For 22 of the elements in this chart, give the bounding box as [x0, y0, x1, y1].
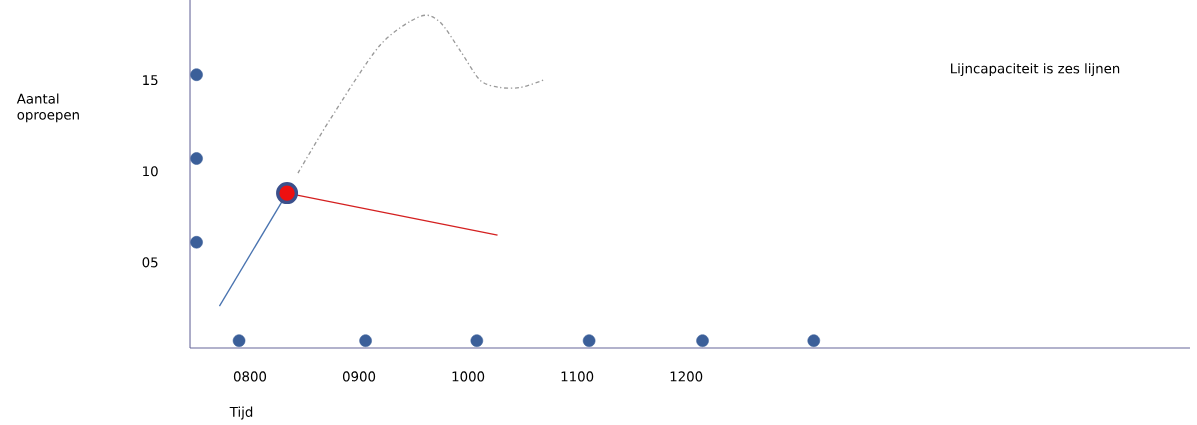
point: [232, 334, 246, 347]
point: [190, 152, 203, 165]
point: [582, 334, 596, 347]
point: [190, 68, 203, 81]
point: [190, 236, 203, 249]
point: [470, 334, 484, 347]
x-tick-label: 0800: [233, 371, 267, 382]
x-tick-label: 1200: [670, 371, 703, 382]
point: [276, 182, 299, 205]
y-tick-label: 05: [142, 257, 158, 268]
line-series: [297, 14, 544, 174]
y-tick-label: 15: [143, 75, 158, 86]
x-axis-title: Tijd: [229, 406, 253, 420]
annotation: Lijncapaciteit is zes lijnen: [951, 63, 1120, 77]
x-tick-label: 1000: [452, 371, 485, 382]
x-tick-label: 0900: [342, 371, 376, 382]
point: [696, 334, 709, 347]
y-axis-title: Aantal oproepen: [16, 93, 79, 123]
y-tick-label: 10: [143, 166, 158, 177]
point: [807, 334, 821, 347]
x-tick-label: 1100: [561, 371, 594, 382]
point: [359, 334, 372, 347]
